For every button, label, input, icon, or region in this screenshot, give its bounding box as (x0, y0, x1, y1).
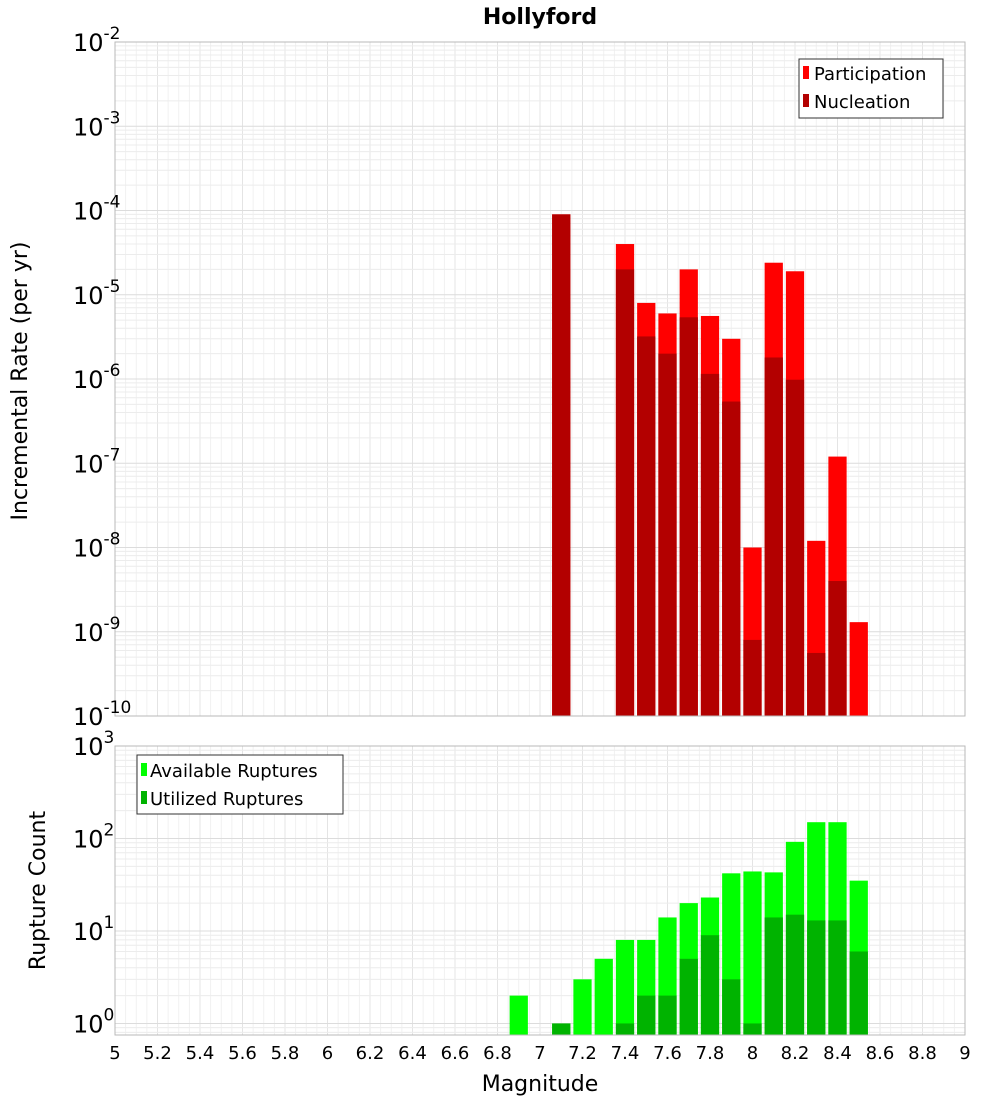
x-axis-label: Magnitude (482, 1072, 599, 1097)
x-tick-label: 6.2 (356, 1043, 385, 1064)
x-tick-label: 7.6 (653, 1043, 682, 1064)
legend-label: Participation (814, 64, 926, 85)
bar-nucleation (700, 373, 720, 716)
x-tick-label: 8.6 (866, 1043, 895, 1064)
bar-nucleation (743, 639, 762, 716)
x-tick-label: 9 (959, 1043, 970, 1064)
bar-utilized-ruptures (637, 995, 656, 1035)
x-tick-label: 7.8 (696, 1043, 725, 1064)
bar-nucleation (615, 269, 635, 716)
x-tick-label: 6 (322, 1043, 333, 1064)
bar-utilized-ruptures (785, 914, 805, 1035)
top-grid (114, 41, 966, 717)
legend-swatch (141, 763, 147, 776)
x-tick-label: 7 (534, 1043, 545, 1064)
y-tick-label: 10-8 (73, 530, 121, 563)
bar-utilized-ruptures (807, 920, 826, 1035)
x-tick-label: 5.8 (271, 1043, 300, 1064)
x-tick-label: 6.6 (441, 1043, 470, 1064)
top-plot-frame (114, 41, 966, 717)
bar-available-ruptures (743, 871, 762, 1035)
y-tick-label: 10-9 (73, 614, 121, 647)
legend-label: Nucleation (814, 92, 910, 113)
bar-available-ruptures (594, 958, 613, 1035)
bar-utilized-ruptures (722, 979, 741, 1035)
y-tick-label: 100 (73, 1005, 114, 1038)
x-tick-label: 5.2 (143, 1043, 172, 1064)
y-tick-label: 10-5 (73, 277, 121, 310)
y-tick-label: 10-10 (73, 698, 131, 731)
bottom-plot-frame (114, 745, 966, 1036)
bar-utilized-ruptures (764, 917, 783, 1035)
bar-nucleation (722, 401, 741, 716)
bar-available-ruptures (615, 939, 635, 1035)
bar-nucleation (785, 379, 805, 716)
bar-available-ruptures (573, 979, 592, 1035)
x-tick-label: 7.2 (568, 1043, 597, 1064)
legend-label: Available Ruptures (150, 761, 318, 782)
bar-nucleation (552, 214, 571, 716)
bottom-bars (509, 822, 868, 1035)
top-bars (552, 214, 868, 717)
y-tick-label: 10-4 (73, 193, 121, 226)
bar-participation (849, 622, 868, 716)
y-axis-label-bottom: Rupture Count (26, 811, 51, 971)
bar-utilized-ruptures (828, 920, 847, 1035)
y-tick-label: 101 (73, 913, 114, 946)
bar-utilized-ruptures (615, 1023, 635, 1035)
x-tick-label: 8.4 (823, 1043, 852, 1064)
bar-utilized-ruptures (658, 995, 677, 1035)
bar-nucleation (637, 336, 656, 716)
x-tick-label: 8.8 (908, 1043, 937, 1064)
x-tick-label: 8 (747, 1043, 758, 1064)
x-tick-label: 5.6 (228, 1043, 257, 1064)
y-tick-label: 103 (73, 728, 114, 761)
legend-bottom: Available Ruptures Utilized Ruptures (136, 754, 344, 815)
legend-swatch (803, 94, 809, 107)
x-tick-label: 8.2 (781, 1043, 810, 1064)
bar-available-ruptures (509, 995, 528, 1035)
y-tick-label: 10-2 (73, 24, 121, 57)
legend-box (136, 754, 344, 815)
legend-top: Participation Nucleation (798, 58, 944, 119)
x-tick-label: 6.4 (398, 1043, 427, 1064)
chart-title: Hollyford (483, 5, 597, 30)
x-tick-label: 5 (109, 1043, 120, 1064)
y-tick-label: 10-6 (73, 361, 121, 394)
legend-label: Utilized Ruptures (150, 789, 303, 810)
y-tick-label: 10-3 (73, 108, 121, 141)
y-tick-label: 10-7 (73, 445, 121, 478)
legend-swatch (141, 791, 147, 804)
bar-utilized-ruptures (679, 958, 698, 1035)
x-tick-label: 5.4 (186, 1043, 215, 1064)
bar-nucleation (807, 652, 826, 716)
bar-utilized-ruptures (700, 935, 720, 1035)
bar-nucleation (764, 357, 783, 716)
legend-box (798, 58, 944, 119)
bar-nucleation (679, 317, 698, 716)
bar-utilized-ruptures (743, 1023, 762, 1035)
y-tick-label: 102 (73, 820, 114, 853)
y-axis-label-top: Incremental Rate (per yr) (8, 242, 33, 521)
bar-nucleation (828, 581, 847, 716)
x-tick-label: 6.8 (483, 1043, 512, 1064)
bar-utilized-ruptures (849, 951, 868, 1035)
bar-nucleation (658, 353, 677, 716)
bar-utilized-ruptures (552, 1023, 571, 1035)
x-tick-label: 7.4 (611, 1043, 640, 1064)
legend-swatch (803, 66, 809, 79)
